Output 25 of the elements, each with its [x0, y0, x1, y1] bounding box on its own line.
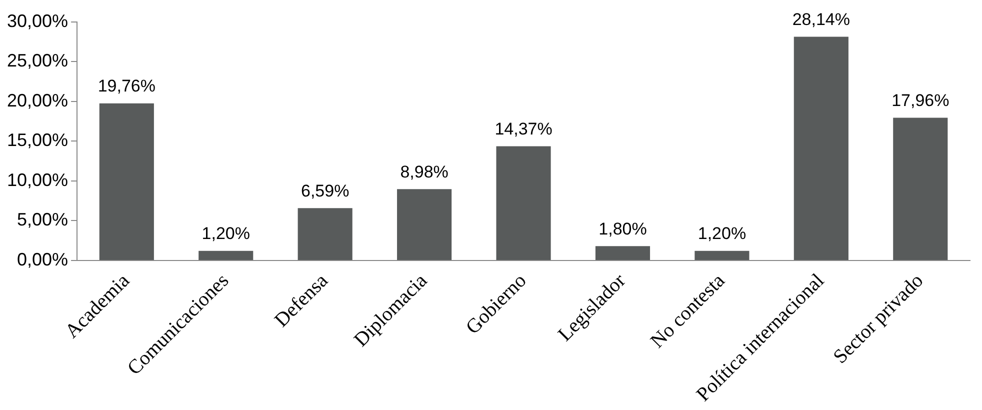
bar [595, 246, 650, 260]
bar [397, 189, 452, 260]
data-label: 1,80% [598, 219, 647, 238]
bar [198, 250, 254, 260]
data-label: 6,59% [300, 181, 350, 200]
y-tick-label: 20,00% [6, 90, 68, 110]
y-tick-label: 15,00% [6, 130, 68, 150]
bar [99, 103, 154, 260]
bar [496, 146, 551, 260]
data-label: 19,76% [98, 76, 156, 96]
bar [794, 36, 848, 260]
bar [298, 208, 352, 260]
data-label: 14,37% [494, 119, 552, 138]
data-label: 17,96% [892, 90, 950, 110]
bar [694, 250, 750, 260]
y-tick-label: 0,00% [17, 249, 68, 270]
bar [893, 118, 948, 260]
data-label: 28,14% [792, 10, 850, 29]
data-label: 1,20% [202, 224, 250, 244]
y-tick-label: 30,00% [6, 10, 68, 31]
y-tick-label: 5,00% [17, 210, 68, 230]
data-label: 8,98% [400, 162, 448, 182]
data-label: 1,20% [698, 224, 746, 244]
y-tick-label: 25,00% [6, 50, 68, 71]
y-tick-label: 10,00% [6, 170, 68, 190]
